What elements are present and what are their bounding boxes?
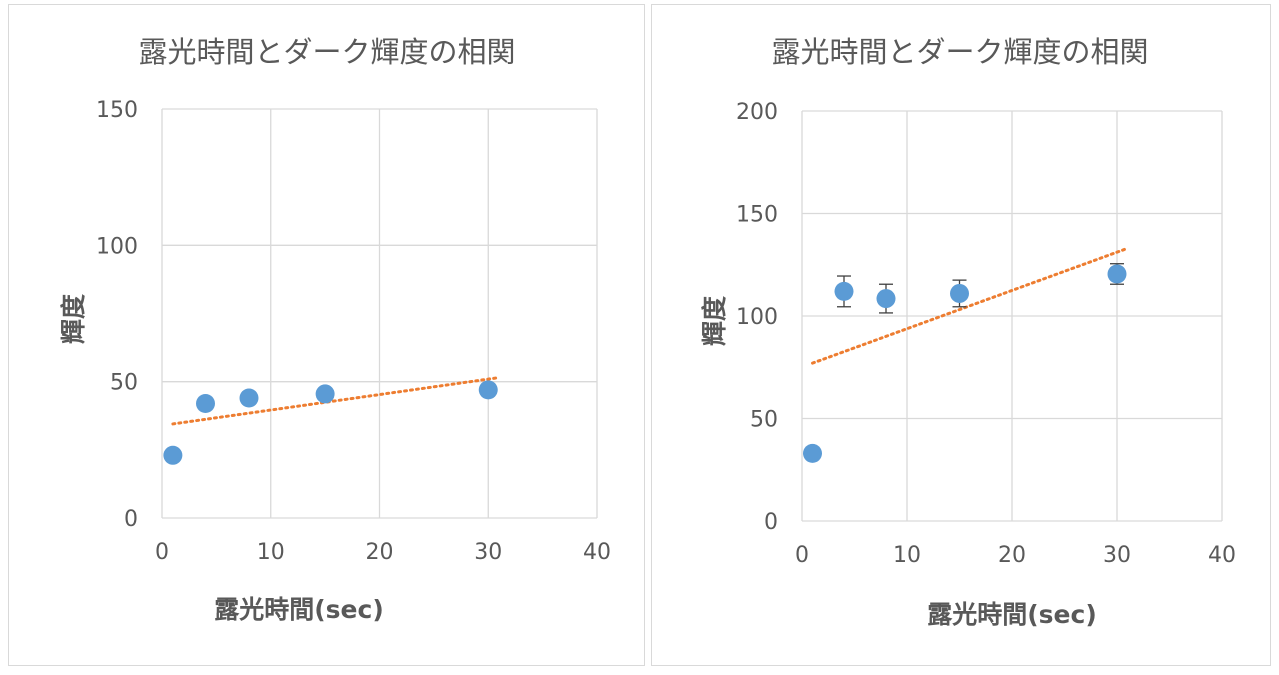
y-tick-label: 100	[96, 234, 138, 259]
x-tick-label: 40	[583, 540, 611, 565]
data-point	[876, 289, 896, 309]
data-point	[315, 384, 335, 404]
y-tick-label: 0	[764, 510, 778, 535]
y-tick-label: 150	[96, 98, 138, 123]
data-point	[196, 393, 215, 413]
y-tick-label: 50	[750, 408, 778, 433]
y-tick-label: 0	[124, 507, 138, 532]
data-point	[1107, 264, 1127, 284]
x-tick-label: 10	[893, 543, 921, 568]
x-tick-label: 30	[474, 540, 502, 565]
data-point	[478, 380, 498, 400]
trendline	[171, 376, 501, 426]
x-tick-label: 0	[155, 540, 169, 565]
data-point	[239, 388, 259, 408]
data-point	[803, 443, 822, 463]
x-tick-label: 20	[366, 540, 394, 565]
data-point	[163, 445, 183, 465]
y-tick-label: 150	[736, 203, 778, 228]
chart-panel-right: 露光時間とダーク輝度の相関 0 10 20 30 40 0 50 100 150 200 露光時間…	[651, 4, 1271, 666]
chart-title: 露光時間とダーク輝度の相関	[138, 35, 515, 69]
chart-title: 露光時間とダーク輝度の相関	[771, 35, 1148, 69]
chart-right: 露光時間とダーク輝度の相関 0 10 20 30 40 0 50 100 150 200 露光時間…	[700, 35, 1236, 629]
x-axis-title: 露光時間(sec)	[214, 595, 384, 624]
y-tick-label: 100	[736, 305, 778, 330]
chart-left: 露光時間とダーク輝度の相関 0 10 20 30 40 0 50 100 150 露光時間(se…	[59, 35, 611, 624]
x-axis-title: 露光時間(sec)	[927, 600, 1097, 629]
x-tick-label: 30	[1103, 543, 1131, 568]
data-point	[950, 283, 969, 303]
chart-panel-left: 露光時間とダーク輝度の相関 0 10 20 30 40 0 50 100 150 露光時間(se…	[8, 4, 645, 666]
x-tick-label: 20	[998, 543, 1026, 568]
y-axis-title: 輝度	[700, 296, 729, 346]
x-tick-label: 40	[1208, 543, 1236, 568]
y-axis-title: 輝度	[59, 294, 88, 344]
data-point	[834, 281, 854, 301]
x-tick-label: 10	[257, 540, 285, 565]
y-tick-label: 200	[736, 100, 778, 125]
trendline	[811, 246, 1129, 365]
x-tick-label: 0	[795, 543, 809, 568]
y-tick-label: 50	[110, 371, 138, 396]
